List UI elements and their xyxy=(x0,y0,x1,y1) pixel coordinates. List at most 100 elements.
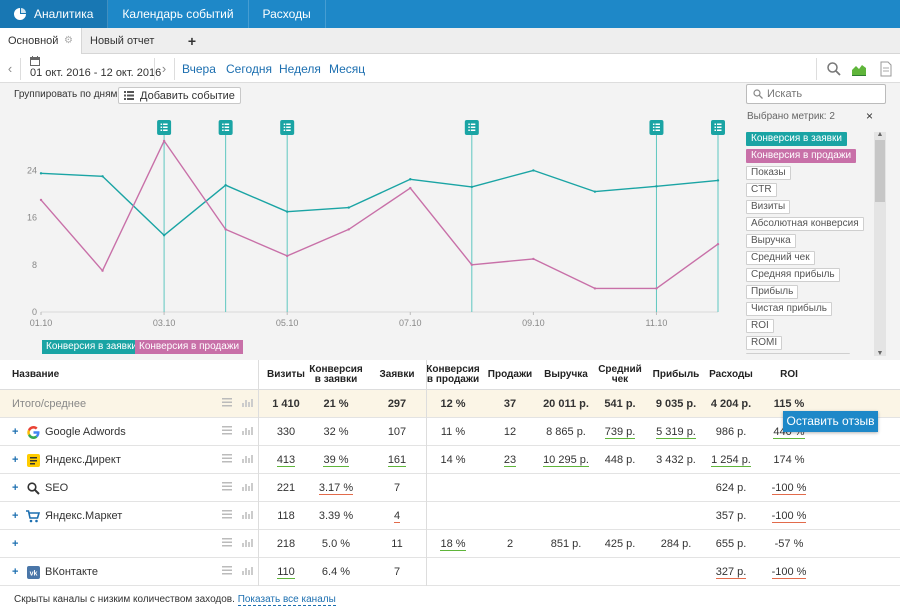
list-icon[interactable] xyxy=(222,454,232,466)
list-icon[interactable] xyxy=(222,510,232,522)
gear-icon[interactable]: ⚙ xyxy=(64,35,73,46)
quick-month[interactable]: Месяц xyxy=(329,62,366,76)
list-icon[interactable] xyxy=(222,566,232,578)
table-cell: -100 % xyxy=(759,558,819,586)
cell-value: 297 xyxy=(387,398,407,410)
expand-icon[interactable]: + xyxy=(12,482,19,494)
metric-list-scrollbar[interactable]: ▲ ▼ xyxy=(874,131,886,357)
add-event-button[interactable]: Добавить событие xyxy=(118,87,241,104)
area-chart-icon[interactable] xyxy=(851,61,867,77)
metric-tag[interactable]: Показы xyxy=(746,166,791,180)
divider xyxy=(174,58,175,80)
search-icon[interactable] xyxy=(826,61,842,77)
column-header[interactable]: Название xyxy=(12,369,60,380)
metric-tag[interactable]: Прибыль xyxy=(746,285,799,299)
list-icon[interactable] xyxy=(222,538,232,550)
yandex-direct-logo-icon xyxy=(26,453,40,467)
expand-icon[interactable]: + xyxy=(12,566,19,578)
tab-main[interactable]: Основной ⚙ xyxy=(0,28,82,54)
add-tab-button[interactable]: + xyxy=(187,33,197,49)
bar-chart-icon[interactable] xyxy=(242,482,253,494)
bar-chart-icon[interactable] xyxy=(242,566,253,578)
nav-events-calendar[interactable]: Календарь событий xyxy=(108,0,249,28)
cell-value: 2 xyxy=(506,538,514,550)
bar-chart-icon[interactable] xyxy=(242,510,253,522)
seo-search-logo-icon xyxy=(26,481,40,495)
metric-tag[interactable]: ROI xyxy=(746,319,774,333)
bar-chart-icon[interactable] xyxy=(242,538,253,550)
column-header[interactable]: Продажи xyxy=(487,369,533,380)
column-header[interactable]: Заявки xyxy=(379,369,415,380)
quick-week[interactable]: Неделя xyxy=(279,62,321,76)
cell-value: 18 % xyxy=(440,538,466,551)
close-icon[interactable]: × xyxy=(866,109,874,123)
legend-conversion-requests[interactable]: Конверсия в заявки xyxy=(42,340,141,354)
scrollbar-thumb[interactable] xyxy=(875,140,885,202)
tab-new-report[interactable]: Новый отчет xyxy=(82,28,182,54)
group-by-dropdown[interactable]: Группировать по дням ⌄ xyxy=(14,89,129,100)
cell-value: 12 % xyxy=(440,398,466,410)
channel-name-cell[interactable]: + xyxy=(12,530,26,558)
metric-tag[interactable]: Маржинальность, % xyxy=(746,353,851,354)
metric-tag[interactable]: Конверсия в заявки xyxy=(746,132,847,146)
channel-name-cell[interactable]: + SEO xyxy=(12,474,68,502)
bar-chart-icon[interactable] xyxy=(242,398,253,410)
channel-name-cell[interactable]: + Яндекс.Маркет xyxy=(12,502,122,530)
expand-icon[interactable]: + xyxy=(12,510,19,522)
scroll-down-icon[interactable]: ▼ xyxy=(876,350,884,357)
table-cell xyxy=(646,558,706,586)
date-range-picker[interactable]: 01 окт. 2016 - 12 окт. 2016 xyxy=(30,54,161,83)
column-header[interactable]: Визиты xyxy=(267,369,305,380)
prev-period-button[interactable]: ‹ xyxy=(7,61,13,76)
expand-icon[interactable]: + xyxy=(12,454,19,466)
metric-tag[interactable]: Выручка xyxy=(746,234,796,248)
metric-search-input[interactable] xyxy=(767,88,877,100)
legend-conversion-sales[interactable]: Конверсия в продажи xyxy=(135,340,244,354)
hidden-channels-text: Скрыты каналы с низким количеством заход… xyxy=(14,594,235,605)
expand-icon[interactable]: + xyxy=(12,426,19,438)
event-marker-glyph xyxy=(283,123,286,125)
list-icon[interactable] xyxy=(222,426,232,438)
row-actions xyxy=(222,398,263,410)
nav-expenses[interactable]: Расходы xyxy=(249,0,326,28)
metric-tag[interactable]: Визиты xyxy=(746,200,791,214)
channel-name-cell[interactable]: + vk ВКонтакте xyxy=(12,558,98,586)
column-header[interactable]: Средний чек xyxy=(598,364,642,385)
metric-tag[interactable]: Средний чек xyxy=(746,251,815,265)
channel-name-cell[interactable]: + Яндекс.Директ xyxy=(12,446,121,474)
channel-name-cell[interactable]: + Google Adwords xyxy=(12,418,126,446)
bar-chart-icon[interactable] xyxy=(242,426,253,438)
list-icon[interactable] xyxy=(222,398,232,410)
expand-icon[interactable]: + xyxy=(12,538,19,550)
bar-chart-icon[interactable] xyxy=(242,454,253,466)
metric-row: Абсолютная конверсия xyxy=(746,217,872,234)
table-cell xyxy=(590,558,650,586)
next-period-button[interactable]: › xyxy=(161,61,167,76)
channel-name-cell[interactable]: Итого/среднее xyxy=(12,390,86,418)
metric-tag[interactable]: CTR xyxy=(746,183,777,197)
quick-today[interactable]: Сегодня xyxy=(226,62,272,76)
metric-row: Прибыль xyxy=(746,285,872,302)
metric-tag[interactable]: ROMI xyxy=(746,336,783,350)
metric-tag[interactable]: Абсолютная конверсия xyxy=(746,217,864,231)
metric-tag[interactable]: Конверсия в продажи xyxy=(746,149,857,163)
scroll-up-icon[interactable]: ▲ xyxy=(876,131,884,138)
column-header[interactable]: Расходы xyxy=(709,369,753,380)
column-header[interactable]: Конверсия в заявки xyxy=(309,364,363,385)
quick-yesterday[interactable]: Вчера xyxy=(182,62,216,76)
event-marker-glyph xyxy=(655,126,660,128)
column-header[interactable]: Конверсия в продажи xyxy=(426,364,480,385)
cell-value: 161 xyxy=(387,454,407,467)
column-header[interactable]: Выручка xyxy=(544,369,588,380)
list-icon[interactable] xyxy=(222,482,232,494)
column-header[interactable]: ROI xyxy=(780,369,798,380)
column-header[interactable]: Прибыль xyxy=(652,369,700,380)
nav-analytics[interactable]: Аналитика xyxy=(0,0,109,28)
show-all-channels-link[interactable]: Показать все каналы xyxy=(237,594,336,606)
feedback-button[interactable]: Оставить отзыв xyxy=(783,411,878,432)
metric-tag[interactable]: Средняя прибыль xyxy=(746,268,840,282)
metric-search[interactable] xyxy=(746,84,886,104)
data-point xyxy=(101,269,104,272)
metric-tag[interactable]: Чистая прибыль xyxy=(746,302,832,316)
export-document-icon[interactable] xyxy=(878,61,894,77)
